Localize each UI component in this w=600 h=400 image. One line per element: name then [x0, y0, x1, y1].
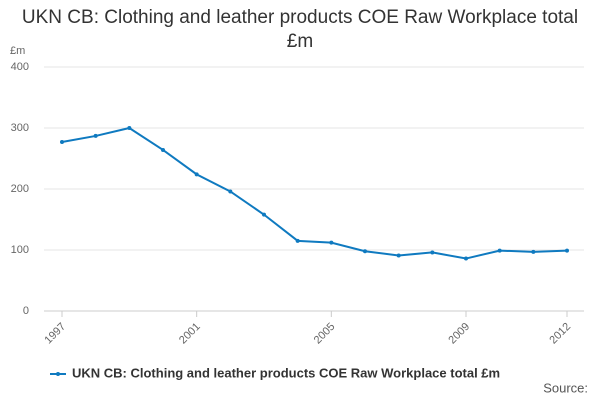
x-tick-label: 1997 [42, 321, 68, 347]
point [161, 147, 165, 152]
point [262, 212, 266, 217]
point [497, 248, 502, 253]
y-tick-label: 200 [11, 183, 29, 195]
point [430, 250, 435, 255]
y-tick-label: 0 [23, 305, 29, 317]
point [531, 249, 536, 254]
series-line [61, 126, 568, 260]
y-tick-label: 100 [11, 244, 29, 256]
point [565, 248, 569, 253]
source: Source: [543, 380, 588, 395]
y-axis-label: £m [10, 45, 25, 57]
y-tick-label: 400 [11, 61, 29, 73]
point [464, 256, 468, 261]
chart-title: UKN CB: Clothing and leather products CO… [21, 7, 579, 52]
y-tick-label: 300 [11, 122, 29, 134]
point [194, 172, 199, 177]
point [228, 189, 233, 194]
x-tick-label: 2009 [446, 321, 472, 347]
point [363, 249, 367, 254]
x-tick-label: 2001 [177, 321, 203, 347]
point [396, 253, 401, 258]
point [329, 240, 334, 245]
point [127, 126, 132, 130]
point [295, 238, 300, 243]
point [93, 133, 98, 138]
legend-label: UKN CB: Clothing and leather products CO… [72, 365, 500, 380]
x-tick-label: 2012 [547, 321, 573, 347]
legend-marker [56, 372, 60, 376]
point [60, 140, 64, 145]
x-tick-label: 2005 [312, 321, 338, 347]
